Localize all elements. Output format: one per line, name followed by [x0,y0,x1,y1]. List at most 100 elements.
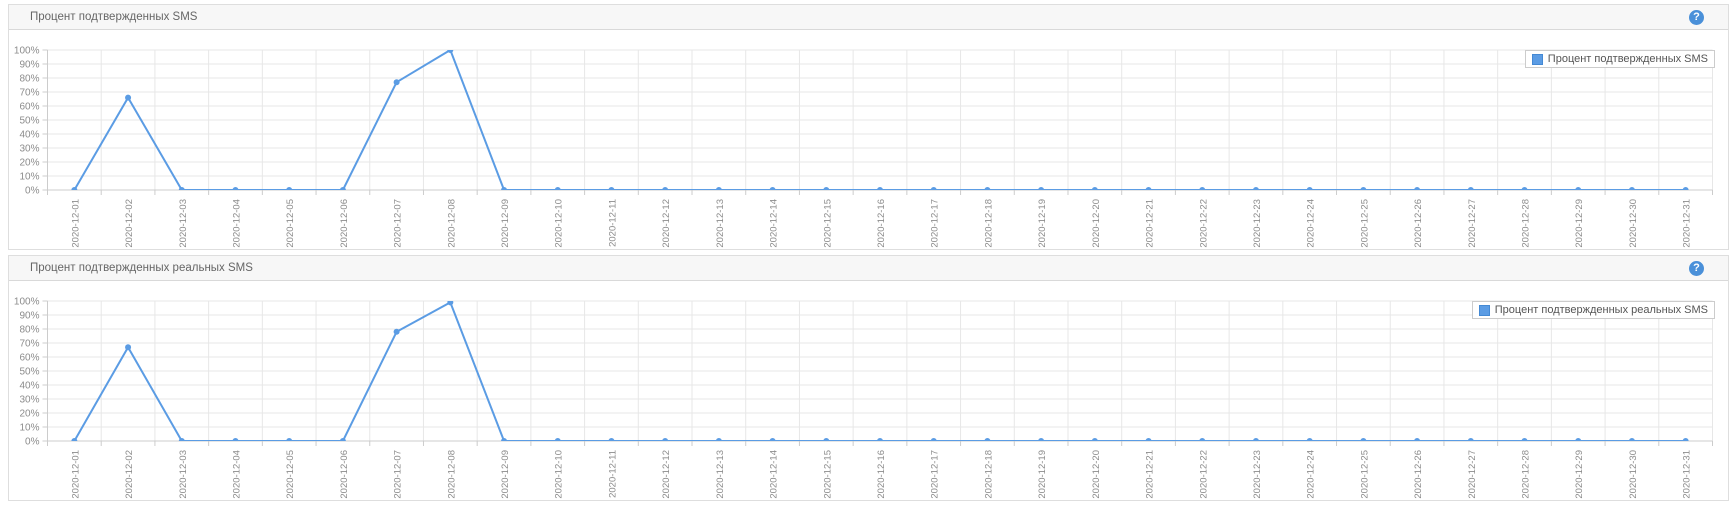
x-tick-label: 2020-12-23 [1252,199,1263,248]
help-icon[interactable]: ? [1689,9,1704,25]
data-point-marker[interactable] [393,79,400,86]
data-point-marker[interactable] [608,438,615,444]
data-point-marker[interactable] [769,187,776,193]
data-point-marker[interactable] [1199,438,1206,444]
x-tick-label: 2020-12-24 [1306,450,1317,499]
data-point-marker[interactable] [71,187,78,193]
x-tick-label: 2020-12-22 [1198,199,1209,248]
data-point-marker[interactable] [232,187,239,193]
chart-area: 0% 10% 20% 30% 40% 50% 60% 70% 80% 90% 100% 2020-12… [9,30,1728,249]
data-point-marker[interactable] [769,438,776,444]
data-point-marker[interactable] [178,438,185,444]
data-point-marker[interactable] [1414,187,1421,193]
data-point-marker[interactable] [984,438,991,444]
data-point-marker[interactable] [1360,187,1367,193]
x-tick-label: 2020-12-03 [178,199,189,248]
x-tick-label: 2020-12-01 [70,199,81,248]
data-point-marker[interactable] [1091,438,1098,444]
data-point-marker[interactable] [984,187,991,193]
data-point-marker[interactable] [608,187,615,193]
x-tick-label: 2020-12-11 [607,199,618,247]
data-point-marker[interactable] [1252,438,1259,444]
data-point-marker[interactable] [1145,438,1152,444]
x-tick-label: 2020-12-05 [285,199,296,248]
x-tick-label: 2020-12-11 [607,450,618,498]
data-point-marker[interactable] [447,47,454,53]
data-point-marker[interactable] [1306,187,1313,193]
data-point-marker[interactable] [286,438,293,444]
x-tick-label: 2020-12-03 [178,450,189,499]
data-point-marker[interactable] [930,187,937,193]
data-point-marker[interactable] [125,94,132,101]
x-tick-label: 2020-12-08 [446,450,457,499]
y-tick-label: 80% [19,74,39,85]
x-tick-label: 2020-12-17 [930,450,941,499]
data-point-marker[interactable] [1628,187,1635,193]
legend[interactable]: Процент подтвержденных SMS [1524,50,1715,68]
data-point-marker[interactable] [1252,187,1259,193]
data-point-marker[interactable] [501,438,508,444]
data-point-marker[interactable] [662,187,669,193]
x-tick-label: 2020-12-22 [1198,450,1209,499]
data-point-marker[interactable] [232,438,239,444]
x-tick-label: 2020-12-13 [715,450,726,499]
data-point-marker[interactable] [1628,438,1635,444]
y-tick-label: 50% [19,116,39,127]
data-point-marker[interactable] [1360,438,1367,444]
x-tick-label: 2020-12-28 [1521,450,1532,499]
data-point-marker[interactable] [1521,438,1528,444]
data-point-marker[interactable] [1575,187,1582,193]
data-point-marker[interactable] [339,438,346,444]
data-point-marker[interactable] [1038,438,1045,444]
data-point-marker[interactable] [662,438,669,444]
panel-title: Процент подтвержденных SMS [30,11,198,23]
data-point-marker[interactable] [823,187,830,193]
x-tick-label: 2020-12-29 [1574,199,1585,248]
y-tick-label: 20% [19,158,39,169]
x-tick-label: 2020-12-02 [124,199,135,248]
data-point-marker[interactable] [178,187,185,193]
data-point-marker[interactable] [1467,187,1474,193]
data-point-marker[interactable] [877,187,883,193]
data-point-marker[interactable] [1467,438,1474,444]
legend-swatch-icon [1478,304,1490,316]
help-icon[interactable]: ? [1689,260,1704,276]
data-point-marker[interactable] [877,438,883,444]
line-chart-confirmed-sms[interactable]: 0% 10% 20% 30% 40% 50% 60% 70% 80% 90% 100% 2020-12… [9,30,1728,249]
data-point-marker[interactable] [1145,187,1152,193]
data-point-marker[interactable] [501,187,508,193]
data-point-marker[interactable] [1038,187,1045,193]
x-tick-label: 2020-12-19 [1037,450,1048,499]
data-point-marker[interactable] [715,187,722,193]
data-point-marker[interactable] [125,344,132,351]
data-point-marker[interactable] [393,328,400,335]
x-tick-label: 2020-12-12 [661,450,672,499]
data-point-marker[interactable] [1199,187,1206,193]
data-point-marker[interactable] [1306,438,1313,444]
data-point-marker[interactable] [554,187,561,193]
x-tick-label: 2020-12-23 [1252,450,1263,499]
data-point-marker[interactable] [71,438,78,444]
data-point-marker[interactable] [715,438,722,444]
data-point-marker[interactable] [1091,187,1098,193]
data-point-marker[interactable] [1575,438,1582,444]
data-point-marker[interactable] [554,438,561,444]
data-point-marker[interactable] [1521,187,1528,193]
data-point-marker[interactable] [286,187,293,193]
x-tick-label: 2020-12-15 [822,450,833,499]
x-tick-label: 2020-12-12 [661,199,672,248]
x-tick-label: 2020-12-04 [231,199,242,248]
data-point-marker[interactable] [823,438,830,444]
data-point-marker[interactable] [1682,438,1689,444]
data-point-marker[interactable] [1414,438,1421,444]
data-point-marker[interactable] [1682,187,1689,193]
panel-title: Процент подтвержденных реальных SMS [30,262,253,274]
data-point-marker[interactable] [930,438,937,444]
x-tick-label: 2020-12-30 [1628,199,1639,248]
legend-swatch-icon [1531,53,1543,65]
data-point-marker[interactable] [339,187,346,193]
line-chart-confirmed-real-sms[interactable]: 0% 10% 20% 30% 40% 50% 60% 70% 80% 90% 100% 2020-12… [9,281,1728,500]
data-point-marker[interactable] [447,299,454,306]
legend[interactable]: Процент подтвержденных реальных SMS [1471,301,1715,319]
y-tick-label: 10% [19,172,39,183]
